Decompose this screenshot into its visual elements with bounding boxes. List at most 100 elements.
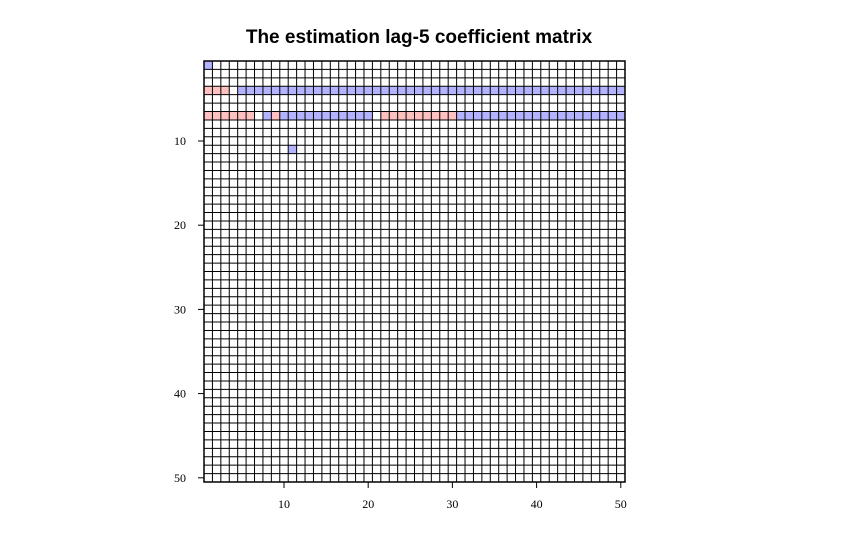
- matrix-cell-r4-c16: [330, 86, 339, 95]
- matrix-cell-r4-c50: [616, 86, 625, 95]
- matrix-cell-r4-c34: [481, 86, 491, 95]
- matrix-cell-r4-c33: [473, 86, 482, 95]
- y-tick-label: 20: [174, 218, 186, 232]
- matrix-cell-r7-c36: [498, 111, 508, 120]
- matrix-cell-r4-c48: [599, 86, 609, 95]
- matrix-cell-r7-c29: [439, 111, 449, 120]
- matrix-cell-r4-c43: [557, 86, 567, 95]
- matrix-cell-r7-c14: [313, 111, 322, 120]
- matrix-cell-r4-c31: [456, 86, 466, 95]
- matrix-cell-r4-c49: [608, 86, 617, 95]
- matrix-cell-r7-c28: [431, 111, 440, 120]
- matrix-cell-r1-c1: [204, 61, 213, 70]
- y-tick-label: 10: [174, 134, 186, 148]
- matrix-cell-r4-c15: [321, 86, 331, 95]
- matrix-cell-r4-c7: [254, 86, 263, 95]
- matrix-cell-r7-c10: [279, 111, 289, 120]
- matrix-cell-r7-c32: [465, 111, 474, 120]
- chart-title: The estimation lag-5 coefficient matrix: [246, 27, 593, 48]
- matrix-cell-r7-c19: [355, 111, 364, 120]
- matrix-cell-r4-c32: [465, 86, 474, 95]
- matrix-cell-r4-c11: [288, 86, 297, 95]
- matrix-cell-r7-c6: [246, 111, 255, 120]
- matrix-cell-r7-c16: [330, 111, 339, 120]
- matrix-cell-r7-c26: [414, 111, 423, 120]
- matrix-cell-r4-c13: [305, 86, 314, 95]
- matrix-cell-r7-c31: [456, 111, 466, 120]
- matrix-cell-r7-c50: [616, 111, 625, 120]
- matrix-cell-r7-c35: [490, 111, 499, 120]
- matrix-cell-r4-c17: [338, 86, 348, 95]
- plot-frame: [203, 60, 626, 483]
- matrix-cell-r4-c27: [422, 86, 432, 95]
- matrix-cell-r7-c48: [599, 111, 609, 120]
- matrix-cell-r4-c39: [523, 86, 533, 95]
- matrix-cell-r4-c2: [212, 86, 221, 95]
- matrix-cell-r7-c3: [220, 111, 230, 120]
- matrix-cell-r4-c45: [574, 86, 583, 95]
- x-tick-label: 50: [615, 497, 627, 511]
- matrix-cell-r4-c35: [490, 86, 499, 95]
- y-axis: 10 20 30 40 50: [174, 134, 204, 485]
- matrix-cell-r7-c13: [305, 111, 314, 120]
- matrix-cell-r4-c44: [566, 86, 575, 95]
- y-tick-label: 40: [174, 387, 186, 401]
- matrix-cell-r4-c9: [271, 86, 280, 95]
- matrix-cell-r4-c30: [448, 86, 457, 95]
- matrix-cell-r7-c43: [557, 111, 567, 120]
- matrix-cell-r7-c27: [422, 111, 432, 120]
- matrix-cell-r7-c30: [448, 111, 457, 120]
- matrix-cells: [204, 61, 625, 154]
- matrix-cell-r7-c24: [397, 111, 407, 120]
- y-tick-label: 30: [174, 302, 186, 316]
- matrix-cell-r4-c41: [540, 86, 550, 95]
- x-tick-label: 10: [278, 497, 290, 511]
- matrix-cell-r7-c49: [608, 111, 617, 120]
- x-tick-label: 40: [531, 497, 543, 511]
- matrix-cell-r4-c1: [204, 86, 213, 95]
- x-tick-label: 30: [446, 497, 458, 511]
- matrix-cell-r4-c46: [582, 86, 592, 95]
- matrix-cell-r4-c36: [498, 86, 508, 95]
- matrix-cell-r4-c29: [439, 86, 449, 95]
- matrix-grid: [203, 60, 626, 483]
- matrix-cell-r7-c11: [288, 111, 297, 120]
- matrix-cell-r4-c23: [389, 86, 398, 95]
- x-axis: 10 20 30 40 50: [278, 482, 627, 511]
- matrix-cell-r4-c18: [347, 86, 356, 95]
- matrix-cell-r7-c23: [389, 111, 398, 120]
- matrix-cell-r4-c3: [220, 86, 230, 95]
- matrix-cell-r7-c17: [338, 111, 348, 120]
- matrix-cell-r7-c2: [212, 111, 221, 120]
- matrix-cell-r7-c4: [229, 111, 238, 120]
- matrix-cell-r7-c42: [549, 111, 558, 120]
- matrix-cell-r7-c8: [262, 111, 272, 120]
- matrix-cell-r7-c33: [473, 111, 482, 120]
- matrix-cell-r4-c12: [296, 86, 306, 95]
- matrix-cell-r4-c37: [507, 86, 516, 95]
- matrix-cell-r7-c22: [380, 111, 390, 120]
- matrix-cell-r4-c19: [355, 86, 364, 95]
- y-tick-label: 50: [174, 471, 186, 485]
- matrix-cell-r7-c15: [321, 111, 331, 120]
- matrix-cell-r7-c9: [271, 111, 280, 120]
- matrix-cell-r7-c37: [507, 111, 516, 120]
- matrix-cell-r7-c12: [296, 111, 306, 120]
- matrix-cell-r4-c22: [380, 86, 390, 95]
- matrix-cell-r7-c38: [515, 111, 524, 120]
- matrix-cell-r7-c40: [532, 111, 541, 120]
- matrix-cell-r4-c40: [532, 86, 541, 95]
- matrix-cell-r7-c41: [540, 111, 550, 120]
- matrix-cell-r7-c45: [574, 111, 583, 120]
- matrix-cell-r7-c47: [591, 111, 600, 120]
- matrix-cell-r4-c47: [591, 86, 600, 95]
- matrix-cell-r4-c42: [549, 86, 558, 95]
- matrix-cell-r4-c26: [414, 86, 423, 95]
- matrix-cell-r4-c28: [431, 86, 440, 95]
- matrix-cell-r4-c24: [397, 86, 407, 95]
- matrix-cell-r4-c21: [372, 86, 381, 95]
- matrix-cell-r4-c6: [246, 86, 255, 95]
- matrix-cell-r7-c39: [523, 111, 533, 120]
- matrix-cell-r4-c8: [262, 86, 272, 95]
